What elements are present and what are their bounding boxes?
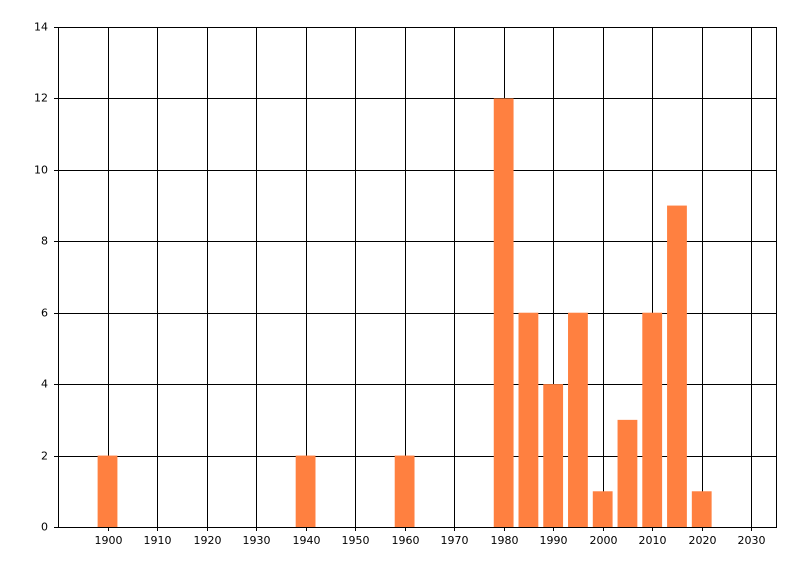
bar xyxy=(617,419,638,527)
x-tick-label: 1960 xyxy=(392,534,420,547)
bar xyxy=(667,205,687,528)
x-tick-label: 2010 xyxy=(639,534,667,547)
bar xyxy=(97,455,118,527)
y-tick-label: 2 xyxy=(41,450,48,463)
x-tick-label: 1990 xyxy=(540,534,568,547)
bar xyxy=(592,491,613,527)
y-tick-label: 6 xyxy=(41,307,48,320)
x-tick-label: 2000 xyxy=(590,534,618,547)
y-tick-label: 10 xyxy=(34,164,48,177)
x-tick-label: 1950 xyxy=(342,534,370,547)
y-tick-label: 8 xyxy=(41,235,48,248)
bar xyxy=(691,491,712,527)
bar xyxy=(518,312,539,527)
bar xyxy=(295,455,316,527)
y-tick-label: 0 xyxy=(41,521,48,534)
x-tick-label: 1910 xyxy=(144,534,172,547)
x-tick-label: 1970 xyxy=(441,534,469,547)
x-tick-label: 1900 xyxy=(95,534,123,547)
y-tick-label: 12 xyxy=(34,92,48,105)
x-tick-label: 1980 xyxy=(491,534,519,547)
x-tick-label: 1920 xyxy=(194,534,222,547)
y-tick-label: 14 xyxy=(34,21,48,34)
bar xyxy=(642,312,663,527)
bar xyxy=(543,384,564,527)
x-tick-label: 1940 xyxy=(293,534,321,547)
x-tick-label: 1930 xyxy=(243,534,271,547)
x-tick-label: 2030 xyxy=(738,534,766,547)
bar xyxy=(493,98,514,527)
x-tick-label: 2020 xyxy=(689,534,717,547)
bar xyxy=(394,455,415,527)
y-tick-label: 4 xyxy=(41,378,48,391)
bar xyxy=(568,312,588,527)
